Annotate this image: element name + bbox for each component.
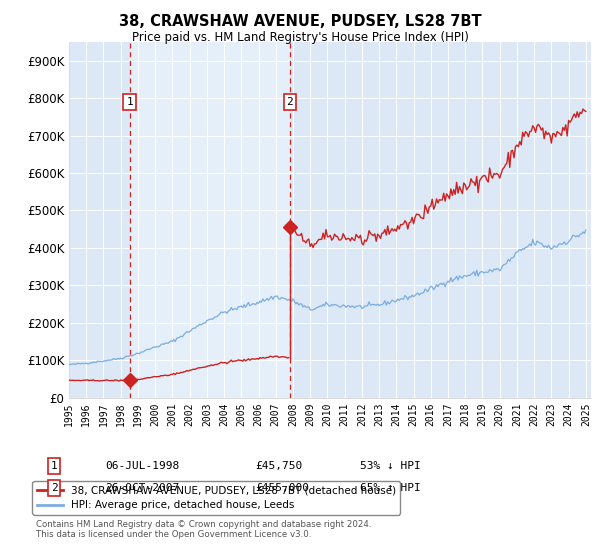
Text: 65% ↑ HPI: 65% ↑ HPI [360, 483, 421, 493]
Text: 26-OCT-2007: 26-OCT-2007 [105, 483, 179, 493]
Text: 53% ↓ HPI: 53% ↓ HPI [360, 461, 421, 471]
Text: 2: 2 [286, 97, 293, 107]
Text: £45,750: £45,750 [255, 461, 302, 471]
Text: Price paid vs. HM Land Registry's House Price Index (HPI): Price paid vs. HM Land Registry's House … [131, 31, 469, 44]
Text: 06-JUL-1998: 06-JUL-1998 [105, 461, 179, 471]
Text: Contains HM Land Registry data © Crown copyright and database right 2024.
This d: Contains HM Land Registry data © Crown c… [36, 520, 371, 539]
Bar [130, 42, 290, 398]
Text: £455,000: £455,000 [255, 483, 309, 493]
Legend: 38, CRAWSHAW AVENUE, PUDSEY, LS28 7BT (detached house), HPI: Average price, deta: 38, CRAWSHAW AVENUE, PUDSEY, LS28 7BT (d… [32, 481, 400, 515]
Text: 1: 1 [50, 461, 58, 471]
Text: 1: 1 [126, 97, 133, 107]
Text: 2: 2 [50, 483, 58, 493]
Text: 38, CRAWSHAW AVENUE, PUDSEY, LS28 7BT: 38, CRAWSHAW AVENUE, PUDSEY, LS28 7BT [119, 14, 481, 29]
